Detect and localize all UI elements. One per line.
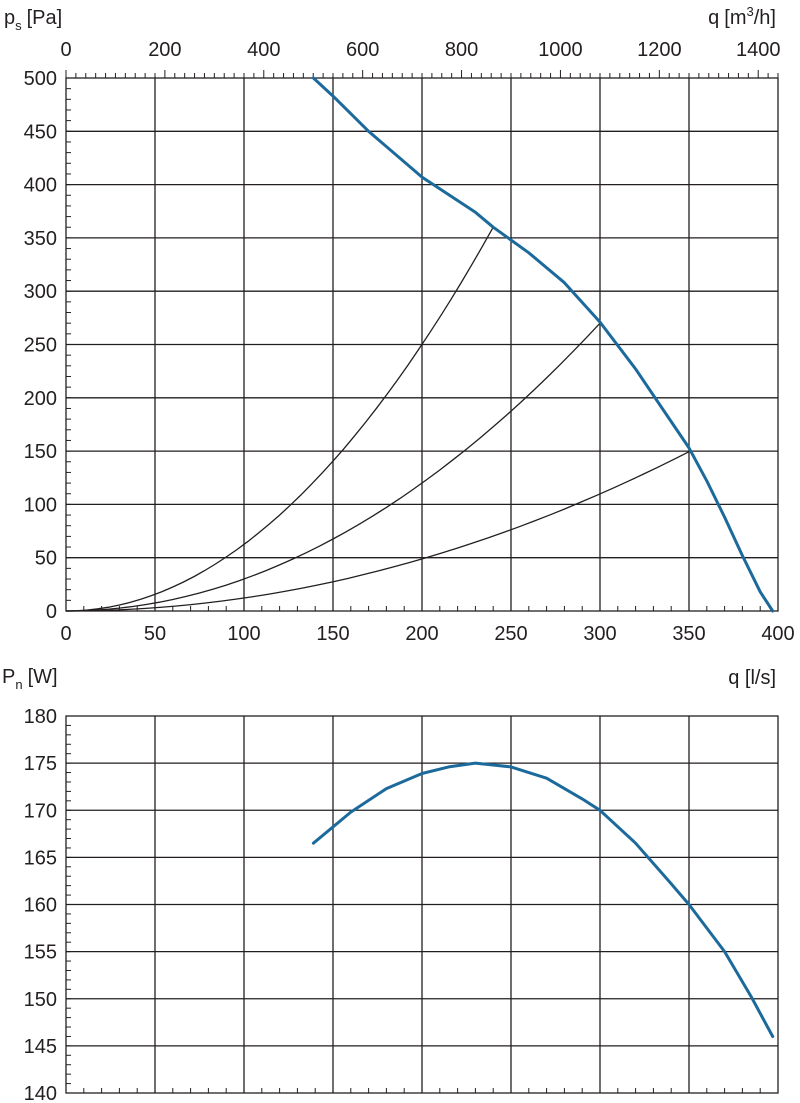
system-curve-1 xyxy=(65,226,494,612)
system-curve-3 xyxy=(65,450,692,612)
pressure-y-tick-label: 400 xyxy=(24,175,57,197)
top-x-tick-label: 400 xyxy=(247,39,280,61)
pressure-y-tick-label: 200 xyxy=(24,388,57,410)
pressure-x-tick-label: 100 xyxy=(227,623,260,645)
power-y-tick-label: 170 xyxy=(24,800,57,822)
power-y-tick-label: 175 xyxy=(24,753,57,775)
pressure-y-tick-label: 0 xyxy=(46,601,57,623)
pressure-x-tick-label: 300 xyxy=(583,623,616,645)
airflow-ls-axis-title: q [l/s] xyxy=(728,667,776,689)
pressure-y-tick-label: 350 xyxy=(24,228,57,250)
pressure-x-tick-label: 200 xyxy=(405,623,438,645)
pressure-x-tick-label: 0 xyxy=(60,623,71,645)
pressure-y-tick-label: 150 xyxy=(24,441,57,463)
pressure-y-tick-label: 500 xyxy=(24,68,57,90)
power-y-tick-label: 165 xyxy=(24,847,57,869)
power-y-tick-label: 180 xyxy=(24,706,57,728)
power-axis-title: Pn [W] xyxy=(2,666,58,692)
pressure-y-tick-label: 450 xyxy=(24,121,57,143)
power-y-tick-label: 150 xyxy=(24,989,57,1011)
pressure-x-tick-label: 50 xyxy=(144,623,166,645)
pressure-axis-title: ps [Pa] xyxy=(4,7,62,33)
system-curve-2 xyxy=(65,322,601,612)
top-x-tick-label: 800 xyxy=(445,39,478,61)
top-x-tick-label: 200 xyxy=(148,39,181,61)
pressure-y-tick-label: 100 xyxy=(24,494,57,516)
power-y-tick-label: 160 xyxy=(24,895,57,917)
top-x-tick-label: 1000 xyxy=(538,39,583,61)
fan-power-curve xyxy=(311,761,775,1038)
pressure-x-tick-label: 400 xyxy=(761,623,794,645)
power-chart: 140 145 150 155 160 165 170 175 180 xyxy=(24,706,779,1103)
pressure-x-tick-label: 350 xyxy=(672,623,705,645)
pressure-x-tick-label: 250 xyxy=(494,623,527,645)
top-x-tick-label: 1400 xyxy=(736,39,781,61)
pressure-y-tick-label: 50 xyxy=(35,548,57,570)
fan-pressure-curve xyxy=(311,76,775,613)
power-y-tick-label: 145 xyxy=(24,1036,57,1058)
pressure-x-tick-label: 150 xyxy=(316,623,349,645)
power-y-tick-label: 140 xyxy=(24,1083,57,1103)
airflow-m3h-axis-title: q [m3/h] xyxy=(708,4,776,29)
pressure-y-tick-label: 250 xyxy=(24,335,57,357)
top-x-tick-label: 0 xyxy=(60,39,71,61)
pressure-y-tick-label: 300 xyxy=(24,281,57,303)
top-x-tick-label: 1200 xyxy=(637,39,682,61)
power-y-tick-label: 155 xyxy=(24,942,57,964)
top-x-tick-label: 600 xyxy=(346,39,379,61)
